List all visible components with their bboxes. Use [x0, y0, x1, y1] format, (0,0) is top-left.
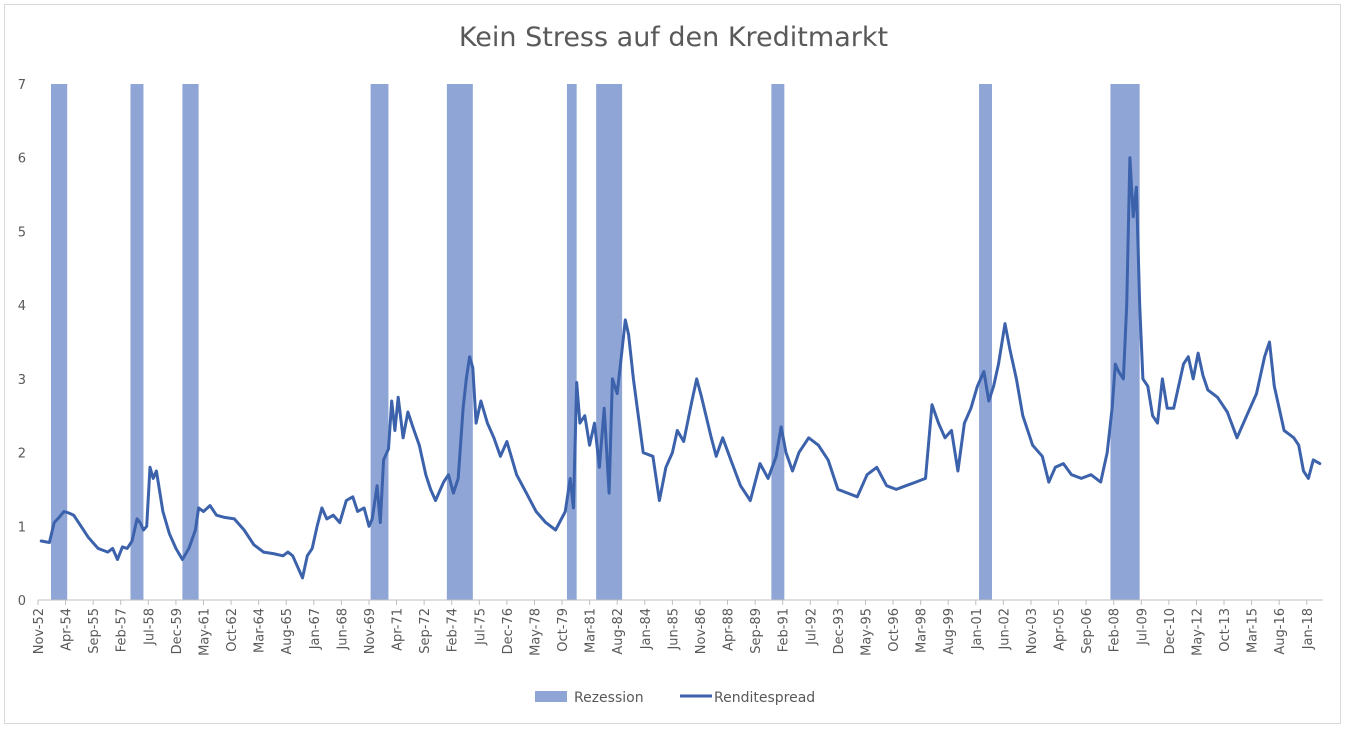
- x-tick-label: Mar-98: [915, 608, 930, 653]
- x-tick-label: Mar-64: [253, 608, 268, 653]
- recession-band-2: [182, 84, 199, 600]
- axes: 0 1 2 3 4 5 6 7 Nov-52 Apr-54 Sep-55 Feb-57 Jul-58 De…: [18, 78, 1323, 656]
- recession-band-0: [50, 84, 68, 600]
- x-tick-label: Mar-15: [1246, 608, 1261, 653]
- y-tick-label: 7: [18, 78, 26, 93]
- x-tick-label: Sep-55: [87, 608, 102, 654]
- y-tick-label: 5: [18, 225, 26, 240]
- x-tick-label: Aug-99: [942, 608, 957, 655]
- x-tick-label: Jun-68: [335, 608, 350, 651]
- recession-band-1: [130, 84, 144, 600]
- x-tick-label: Mar-81: [584, 608, 599, 653]
- x-tick-label: Dec-76: [501, 608, 516, 654]
- x-tick-label: Apr-88: [722, 608, 737, 651]
- recession-bands: [50, 84, 1140, 600]
- x-tick-label: Apr-54: [60, 608, 75, 651]
- legend-swatch-rezession: [535, 691, 567, 702]
- x-tick-label: Jul-75: [473, 608, 488, 646]
- legend-label-renditespread: Renditespread: [714, 690, 815, 706]
- y-tick-label: 4: [18, 299, 26, 314]
- legend: Rezession Renditespread: [535, 690, 815, 706]
- x-tick-label: Sep-89: [749, 608, 764, 654]
- x-tick-label: Dec-59: [170, 608, 185, 654]
- chart-title: Kein Stress auf den Kreditmarkt: [458, 22, 889, 53]
- x-tick-label: Apr-05: [1053, 608, 1068, 651]
- x-tick-label: Feb-91: [777, 608, 792, 652]
- x-tick-label: Oct-79: [556, 608, 571, 652]
- recession-band-8: [979, 84, 993, 600]
- x-tick-label: Dec-10: [1163, 608, 1178, 654]
- x-tick-label: Jul-58: [142, 608, 157, 646]
- y-tick-label: 3: [18, 373, 26, 388]
- legend-label-rezession: Rezession: [574, 690, 644, 706]
- x-tick-label: Sep-72: [418, 608, 433, 654]
- x-tick-label: Nov-52: [32, 608, 47, 654]
- x-tick-label: Aug-16: [1273, 608, 1288, 655]
- x-tick-label: Aug-82: [611, 608, 626, 655]
- recession-band-4: [446, 84, 473, 600]
- x-tick-label: May-78: [528, 608, 543, 656]
- x-tick-label: May-95: [859, 608, 874, 656]
- y-tick-label: 6: [18, 152, 26, 167]
- y-tick-label: 1: [18, 520, 26, 535]
- x-tick-label: Jun-02: [997, 608, 1012, 651]
- x-tick-label: Jul-09: [1135, 608, 1150, 646]
- y-tick-label: 2: [18, 447, 26, 462]
- x-tick-label: Oct-13: [1218, 608, 1233, 652]
- x-tick-label: Jan-67: [308, 608, 323, 650]
- recession-band-6: [596, 84, 623, 600]
- x-tick-label: Aug-65: [280, 608, 295, 655]
- x-tick-label: Oct-62: [225, 608, 240, 652]
- x-tick-label: Nov-03: [1025, 608, 1040, 654]
- series-line-renditespread: [39, 156, 1322, 580]
- x-tick-label: Nov-69: [363, 608, 378, 654]
- x-tick-label: Jan-84: [639, 608, 654, 650]
- x-tick-label: Feb-57: [115, 608, 130, 652]
- x-tick-label: Jan-18: [1301, 608, 1316, 650]
- x-tick-label: Nov-86: [694, 608, 709, 654]
- recession-band-7: [771, 84, 785, 600]
- y-tick-label: 0: [18, 594, 26, 609]
- x-tick-label: Feb-08: [1108, 608, 1123, 652]
- x-tick-label: May-12: [1190, 608, 1205, 656]
- x-tick-label: Jan-01: [970, 608, 985, 650]
- x-tick-label: Apr-71: [391, 608, 406, 651]
- x-tick-label: Sep-06: [1080, 608, 1095, 654]
- x-tick-label: Jul-92: [804, 608, 819, 646]
- recession-band-5: [566, 84, 577, 600]
- x-tick-label: Oct-96: [887, 608, 902, 652]
- x-tick-label: May-61: [197, 608, 212, 656]
- x-tick-label: Dec-93: [832, 608, 847, 654]
- x-tick-label: Feb-74: [446, 608, 461, 652]
- x-tick-label: Jun-85: [666, 608, 681, 651]
